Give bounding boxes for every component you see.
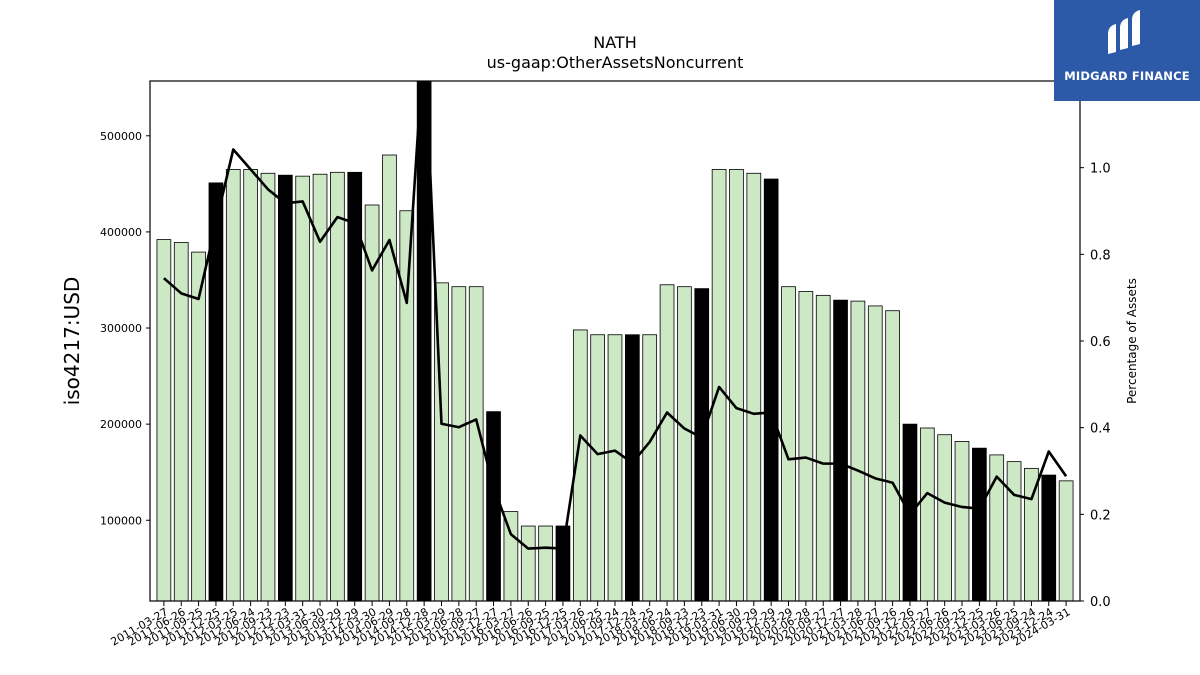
bar-2022-06-26 xyxy=(937,434,952,601)
y-tick-label: 500000 xyxy=(100,130,142,143)
y-tick-label: 400000 xyxy=(100,226,142,239)
bar-2021-06-27 xyxy=(867,305,883,601)
bar-2014-06-29 xyxy=(382,154,397,601)
axes-layer: 100000 200000 300000 400000 500000 0.0 0.2 0.4 0… xyxy=(60,80,1139,649)
bar-2022-03-27 xyxy=(919,427,935,601)
y-right-tick-label: 0.8 xyxy=(1090,248,1111,263)
bar-2017-09-24 xyxy=(607,334,623,601)
bar-2015-09-27 xyxy=(468,286,484,601)
bar-2020-06-28 xyxy=(798,291,814,601)
bar-2016-12-25 xyxy=(555,525,571,601)
bar-2020-12-27 xyxy=(833,299,848,601)
bar-2014-03-30 xyxy=(364,204,380,601)
y-tick-label: 100000 xyxy=(100,514,142,527)
bar-2018-12-23 xyxy=(694,288,710,601)
bar-2016-09-25 xyxy=(538,525,553,601)
y-tick-label: 300000 xyxy=(100,322,142,335)
bar-2011-03-27 xyxy=(156,239,172,601)
bar-2012-12-23 xyxy=(277,174,293,601)
logo-mark-icon xyxy=(1108,10,1140,54)
bar-2013-03-31 xyxy=(295,175,311,601)
bar-2020-09-27 xyxy=(815,294,831,601)
bar-2017-12-24 xyxy=(625,334,640,601)
bar-2011-09-25 xyxy=(191,251,206,601)
midgard-finance-logo: MIDGARD FINANCE xyxy=(1054,0,1200,101)
bar-2021-03-28 xyxy=(850,300,866,601)
bar-2017-06-25 xyxy=(590,334,605,601)
bar-2012-09-23 xyxy=(260,172,276,601)
bar-2012-03-25 xyxy=(225,169,241,601)
bar-2013-12-29 xyxy=(347,171,363,601)
bar-2023-03-26 xyxy=(989,454,1005,601)
y-right-tick-label: 0.6 xyxy=(1090,335,1111,350)
chart-title: NATH xyxy=(593,33,637,52)
percentage-line xyxy=(163,81,1068,550)
bar-2017-03-26 xyxy=(572,329,588,601)
bar-2012-06-24 xyxy=(243,169,258,601)
bar-2013-09-29 xyxy=(330,171,345,601)
y-axis-label: iso4217:USD xyxy=(60,277,84,406)
bar-2023-06-25 xyxy=(1006,461,1022,601)
bar-2014-09-28 xyxy=(399,210,415,601)
y-right-tick-label: 0.4 xyxy=(1090,422,1111,437)
y-right-axis-label: Percentage of Assets xyxy=(1125,278,1139,404)
bar-2022-12-25 xyxy=(972,447,987,601)
y-right-tick-label: 0.0 xyxy=(1090,595,1111,610)
bars-layer xyxy=(156,81,1074,601)
bar-2018-09-23 xyxy=(677,286,692,601)
bar-2016-03-27 xyxy=(503,511,519,601)
bar-2019-06-30 xyxy=(729,169,744,601)
bar-2024-03-31 xyxy=(1058,480,1074,601)
logo-name: MIDGARD FINANCE xyxy=(1064,69,1190,83)
bar-2022-09-25 xyxy=(954,441,970,601)
y-right-tick-label: 0.2 xyxy=(1090,508,1111,523)
bar-2015-12-27 xyxy=(486,411,501,601)
y-tick-label: 200000 xyxy=(100,418,142,431)
bar-2018-03-25 xyxy=(642,334,658,601)
y-right-tick-label: 1.0 xyxy=(1090,162,1111,177)
bar-2014-12-28 xyxy=(416,81,432,601)
bar-2018-06-24 xyxy=(659,284,675,601)
bar-2015-06-28 xyxy=(451,286,467,601)
bar-2016-06-26 xyxy=(520,525,536,601)
bar-2019-09-29 xyxy=(746,172,762,601)
bar-2023-12-24 xyxy=(1041,474,1057,601)
bar-2019-12-29 xyxy=(763,178,779,601)
bar-2013-06-30 xyxy=(312,173,328,601)
line-layer xyxy=(163,81,1068,550)
bar-2019-03-31 xyxy=(711,169,727,601)
chart-subtitle: us-gaap:OtherAssetsNoncurrent xyxy=(486,53,744,72)
bar-2021-09-26 xyxy=(885,310,900,601)
